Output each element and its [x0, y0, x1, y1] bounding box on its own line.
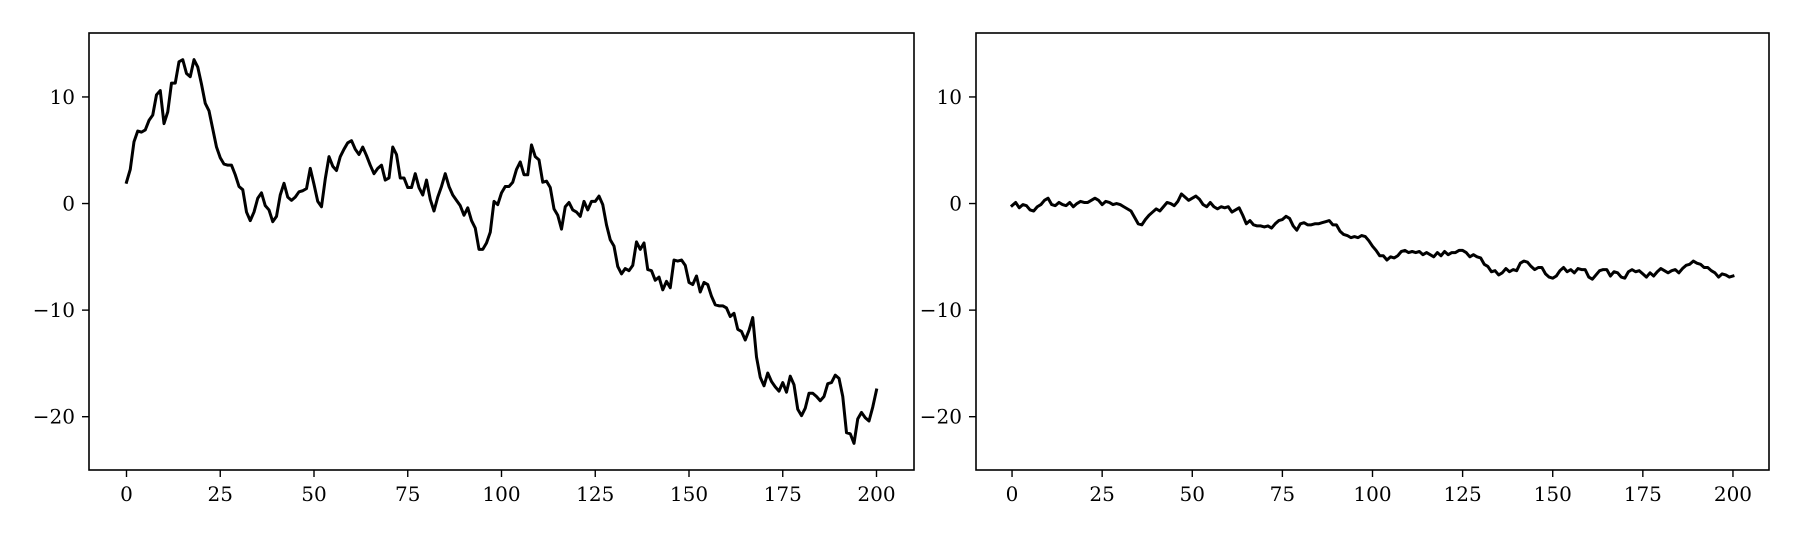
left-series-line-0 [124, 58, 879, 445]
left-x-tick-label: 150 [670, 482, 708, 506]
right-x-tick-label: 0 [1006, 482, 1019, 506]
left-x-tick-label: 25 [208, 482, 233, 506]
right-series-line-0 [1009, 192, 1735, 281]
right-x-tick-label: 25 [1089, 482, 1114, 506]
right-x-tick-label: 100 [1353, 482, 1391, 506]
left-y-tick-label: 10 [50, 85, 75, 109]
left-x-tick-label: 50 [301, 482, 326, 506]
left-x-tick-label: 0 [120, 482, 133, 506]
right-x-tick-label: 125 [1444, 482, 1482, 506]
right-x-tick-label: 200 [1714, 482, 1752, 506]
right-x-tick-label: 150 [1534, 482, 1572, 506]
right-x-tick-label: 175 [1624, 482, 1662, 506]
left-x-tick-label: 75 [395, 482, 420, 506]
left-x-tick-label: 200 [857, 482, 895, 506]
left-y-tick-label: −20 [33, 405, 75, 429]
left-x-tick-label: 175 [764, 482, 802, 506]
left-y-tick-label: −10 [33, 298, 75, 322]
right-x-tick-label: 50 [1180, 482, 1205, 506]
right-y-tick-label: 0 [949, 192, 962, 216]
right-x-tick-label: 75 [1270, 482, 1295, 506]
right-y-tick-label: −20 [920, 405, 962, 429]
left-x-tick-label: 125 [576, 482, 614, 506]
right-y-tick-label: −10 [920, 298, 962, 322]
right-y-tick-label: 10 [937, 85, 962, 109]
left-y-tick-label: 0 [62, 192, 75, 216]
left-x-tick-label: 100 [482, 482, 520, 506]
